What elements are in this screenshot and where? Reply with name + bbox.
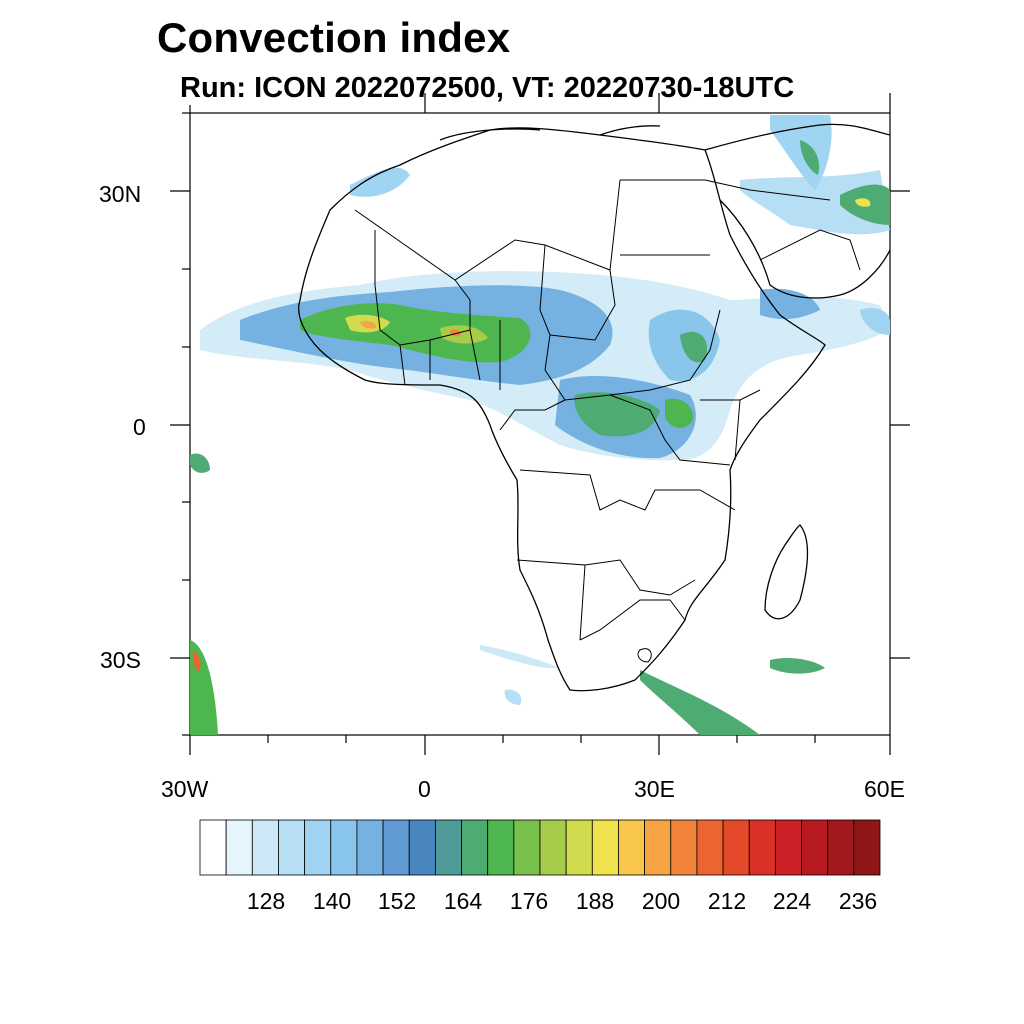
colorbar-label: 224 [772, 888, 812, 914]
field-madagascar-se [770, 657, 825, 674]
colorbar-label: 140 [312, 888, 352, 914]
field-south-atlantic-streak [480, 645, 560, 669]
colorbar-cell [487, 819, 515, 876]
border-sahara [354, 179, 621, 281]
country-borders [354, 179, 861, 663]
colorbar-cell [199, 819, 227, 876]
chart-subtitle: Run: ICON 2022072500, VT: 20220730-18UTC [180, 72, 795, 104]
arabia-outline [704, 123, 890, 299]
border-arabia [704, 179, 861, 271]
field-ethiopia-green [680, 331, 708, 363]
field-yemen [760, 288, 820, 320]
colorbar-cell [356, 819, 384, 876]
axis-ticks [170, 93, 910, 755]
border-chad [539, 244, 616, 341]
colorbar-cell [304, 819, 332, 876]
colorbar-cell [618, 819, 646, 876]
colorbar-cell [461, 819, 489, 876]
colorbar-cell [513, 819, 541, 876]
border-west-africa [399, 320, 501, 390]
colorbar [199, 819, 881, 876]
border-east-africa [700, 389, 761, 461]
coastlines [298, 123, 890, 692]
field-orange-spot-1 [360, 320, 377, 329]
lon-label-60e: 60E [864, 776, 905, 802]
lon-label-30e: 30E [634, 776, 675, 802]
colorbar-cell [853, 819, 881, 876]
colorbar-cell [382, 819, 410, 876]
lat-label-0: 0 [133, 414, 146, 440]
field-arabia-north [740, 170, 890, 235]
colorbar-cell [591, 819, 619, 876]
field-atlantic-spot [190, 453, 210, 473]
colorbar-label: 200 [641, 888, 681, 914]
field-congo-green [574, 392, 660, 437]
colorbar-cell [827, 819, 855, 876]
colorbar-label: 128 [246, 888, 286, 914]
africa-outline [298, 127, 826, 692]
lat-label-30s: 30S [100, 647, 141, 673]
lesotho-outline [637, 648, 652, 663]
border-botswana [579, 599, 686, 641]
mediterranean-coast [439, 125, 661, 141]
colorbar-cell [539, 819, 567, 876]
colorbar-cell [748, 819, 776, 876]
field-south-atlantic-spot [504, 689, 522, 705]
colorbar-cell [251, 819, 279, 876]
field-arabian-sea [860, 308, 890, 335]
field-se-band [640, 670, 760, 735]
colorbar-label: 236 [838, 888, 878, 914]
field-nw-africa [350, 167, 410, 197]
colorbar-cell [408, 819, 436, 876]
colorbar-cell [278, 819, 306, 876]
field-levant-green [800, 140, 820, 175]
colorbar-cell [774, 819, 802, 876]
field-lakes-green [665, 398, 694, 429]
border-libya-egypt [620, 179, 710, 256]
colorbar-cell [696, 819, 724, 876]
border-drc-south [519, 469, 736, 511]
colorbar-cell [330, 819, 358, 876]
lon-label-0: 0 [418, 776, 431, 802]
madagascar-outline [764, 524, 809, 620]
border-central [544, 309, 721, 401]
chart-title: Convection index [157, 14, 511, 61]
colorbar-cell [801, 819, 829, 876]
colorbar-label: 152 [377, 888, 417, 914]
colorbar-cell [565, 819, 593, 876]
colorbar-cell [670, 819, 698, 876]
field-gulf-yellow [855, 198, 871, 207]
colorbar-label: 176 [509, 888, 549, 914]
lon-label-30w: 30W [161, 776, 209, 802]
colorbar-cell [434, 819, 462, 876]
colorbar-label: 164 [443, 888, 483, 914]
colorbar-cell [722, 819, 750, 876]
colorbar-cell [644, 819, 672, 876]
lat-label-30n: 30N [99, 181, 142, 207]
field-sw-red [192, 650, 201, 672]
border-southern [516, 559, 696, 641]
border-congo [499, 394, 731, 466]
colorbar-cell [225, 819, 253, 876]
colorbar-label: 188 [575, 888, 615, 914]
colorbar-label: 212 [707, 888, 747, 914]
border-mali [374, 230, 471, 346]
